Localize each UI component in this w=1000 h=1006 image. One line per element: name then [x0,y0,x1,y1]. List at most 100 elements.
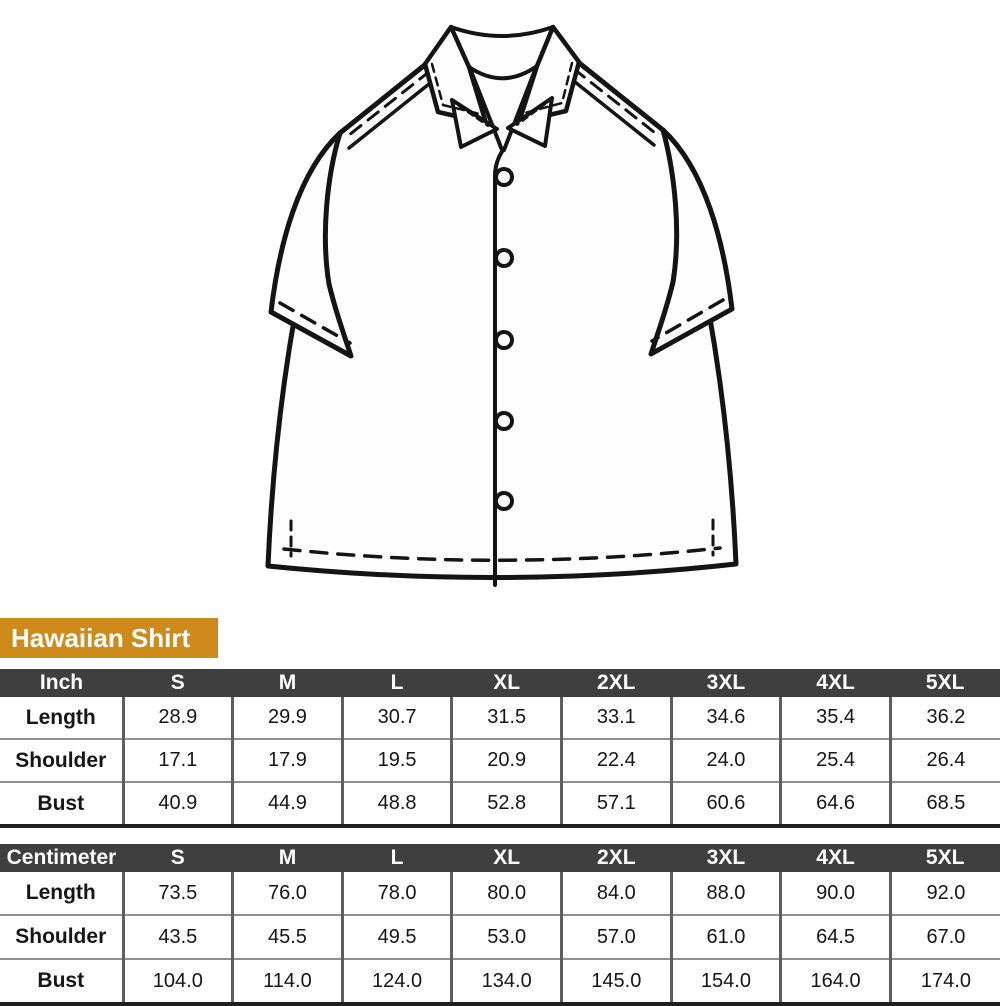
measurement-label-cell: Shoulder [0,738,123,782]
table-row: Length 28.9 29.9 30.7 31.5 33.1 34.6 35.4 36.2 [0,697,1000,739]
measurement-value-cell: 34.6 [669,697,781,739]
measurement-value-cell: 145.0 [560,958,672,1004]
measurement-value-cell: 76.0 [231,872,343,915]
size-header-cell: 5XL [890,844,1000,872]
measurement-value-cell: 31.5 [450,697,562,739]
size-header-cell: L [342,669,452,697]
measurement-value-cell: 17.9 [231,738,343,782]
size-header-cell: 4XL [780,669,891,697]
size-header-cell: XL [451,844,562,872]
table-row: Bust 104.0 114.0 124.0 134.0 145.0 154.0 164.0 1… [0,958,1000,1004]
measurement-value-cell: 60.6 [669,781,781,826]
measurement-label-cell: Bust [0,781,123,826]
measurement-label-cell: Length [0,697,123,739]
measurement-value-cell: 67.0 [888,914,1000,959]
lapel-right [506,96,554,148]
unit-header-cell: Centimeter [0,844,123,872]
size-table-centimeter: Centimeter S M L XL 2XL 3XL 4XL 5XL Length 73.5 76.… [0,844,1000,1006]
size-header-cell: XL [451,669,562,697]
button-icon [494,330,514,350]
left-sleeve-hem-stitch [278,301,352,345]
button-icon [494,167,514,187]
measurement-value-cell: 48.8 [340,781,452,826]
unit-header-cell: Inch [0,669,123,697]
button-icon [494,248,514,268]
collar-right-stitch [523,61,574,115]
button-icon [494,411,514,431]
right-yoke-stitch [572,67,661,138]
table-row: Shoulder 43.5 45.5 49.5 53.0 57.0 61.0 64.5 67.0 [0,914,1000,959]
measurement-value-cell: 57.1 [560,781,672,826]
table-header-row: Centimeter S M L XL 2XL 3XL 4XL 5XL [0,844,1000,872]
measurement-value-cell: 25.4 [779,738,891,782]
measurement-value-cell: 28.9 [121,697,233,739]
left-yoke-stitch [342,69,432,141]
measurement-value-cell: 92.0 [888,872,1000,915]
measurement-value-cell: 124.0 [340,958,452,1004]
measurement-value-cell: 20.9 [450,738,562,782]
measurement-value-cell: 164.0 [779,958,891,1004]
measurement-value-cell: 30.7 [340,697,452,739]
size-header-cell: 3XL [671,844,781,872]
size-header-cell: M [232,844,343,872]
measurement-value-cell: 40.9 [121,781,233,826]
lapel-right-stitch [515,102,547,127]
table-row: Length 73.5 76.0 78.0 80.0 84.0 88.0 90.0 92.0 [0,872,1000,915]
measurement-value-cell: 174.0 [888,958,1000,1004]
collar-left-stitch [430,62,482,116]
measurement-value-cell: 114.0 [231,958,343,1004]
size-header-cell: 5XL [890,669,1000,697]
measurement-value-cell: 44.9 [231,781,343,826]
size-header-cell: 2XL [561,844,672,872]
measurement-label-cell: Shoulder [0,914,123,959]
measurement-value-cell: 73.5 [121,872,233,915]
measurement-value-cell: 57.0 [560,914,672,959]
size-header-cell: 3XL [671,669,781,697]
table-header-row: Inch S M L XL 2XL 3XL 4XL 5XL [0,669,1000,697]
shirt-illustration [265,24,739,587]
left-sleeve [268,130,354,359]
measurement-value-cell: 61.0 [669,914,781,959]
measurement-value-cell: 45.5 [231,914,343,959]
measurement-value-cell: 104.0 [121,958,233,1004]
size-header-cell: 2XL [561,669,672,697]
measurement-value-cell: 26.4 [888,738,1000,782]
right-sleeve [648,127,735,357]
measurement-value-cell: 53.0 [450,914,562,959]
right-yoke-seam [568,76,656,147]
lapel-left-stitch [457,104,490,128]
measurement-value-cell: 68.5 [888,781,1000,826]
product-name-label: Hawaiian Shirt [11,622,191,653]
hem-stitch-line [282,546,722,562]
measurement-value-cell: 52.8 [450,781,562,826]
size-header-cell: 4XL [780,844,891,872]
measurement-value-cell: 134.0 [450,958,562,1004]
measurement-value-cell: 90.0 [779,872,891,915]
measurement-label-cell: Bust [0,958,123,1004]
measurement-value-cell: 24.0 [669,738,781,782]
table-row: Bust 40.9 44.9 48.8 52.8 57.1 60.6 64.6 68.5 [0,781,1000,826]
measurement-value-cell: 84.0 [560,872,672,915]
measurement-value-cell: 80.0 [450,872,562,915]
measurement-value-cell: 43.5 [121,914,233,959]
size-header-cell: S [123,844,233,872]
measurement-value-cell: 19.5 [340,738,452,782]
hawaiian-shirt-flat-sketch [265,24,739,587]
measurement-label-cell: Length [0,872,123,915]
size-table-inch: Inch S M L XL 2XL 3XL 4XL 5XL Length 28.9 29.9 30.7 3… [0,669,1000,828]
right-sleeve-hem-stitch [650,298,725,343]
size-header-cell: M [232,669,343,697]
measurement-value-cell: 17.1 [121,738,233,782]
measurement-value-cell: 49.5 [340,914,452,959]
measurement-value-cell: 154.0 [669,958,781,1004]
measurement-value-cell: 35.4 [779,697,891,739]
measurement-value-cell: 29.9 [231,697,343,739]
product-name-badge: Hawaiian Shirt [0,618,218,658]
measurement-value-cell: 36.2 [888,697,1000,739]
button-icon [494,491,514,511]
lapel-left [450,98,499,149]
size-header-cell: S [123,669,233,697]
measurement-value-cell: 64.5 [779,914,891,959]
left-yoke-seam [347,78,436,150]
